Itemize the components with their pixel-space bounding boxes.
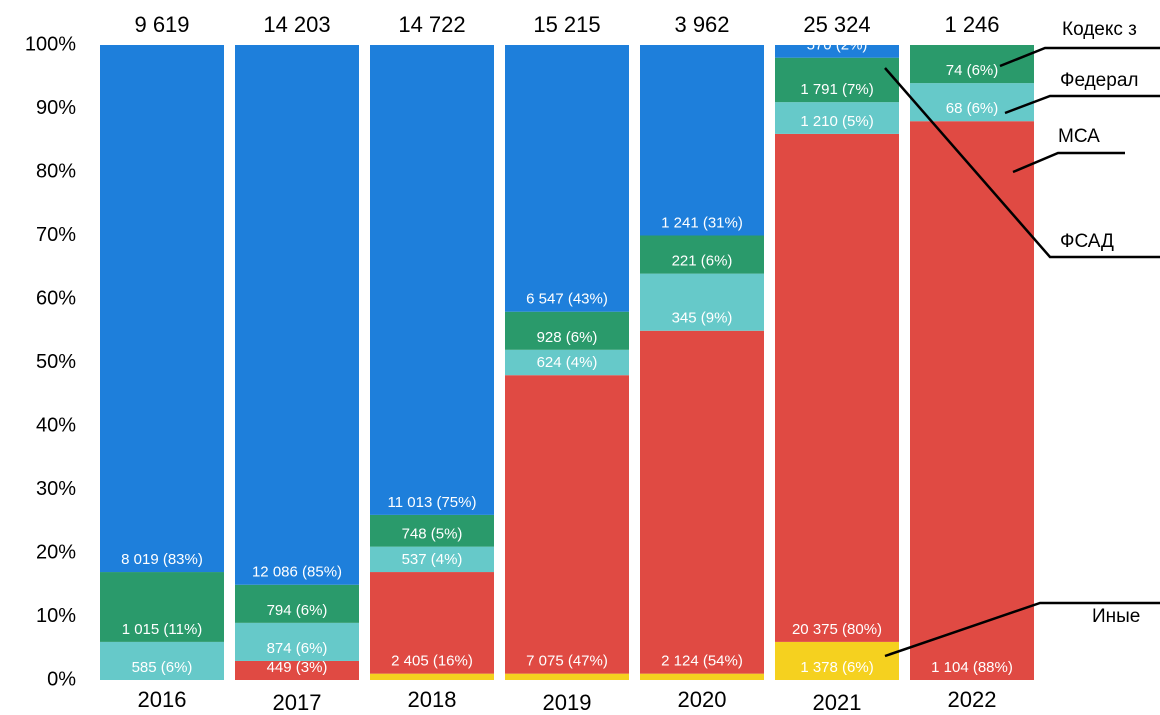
bar-segment: [910, 121, 1034, 680]
data-label: 570 (2%): [807, 37, 868, 54]
data-label: 794 (6%): [267, 602, 328, 619]
bar-segment: [505, 311, 629, 350]
total-label: 14 722: [398, 12, 465, 37]
bar-segment: [370, 572, 494, 674]
y-tick-label: 0%: [47, 668, 76, 690]
bar-segment: [775, 102, 899, 134]
x-tick-label: 2016: [138, 687, 187, 712]
data-label: 537 (4%): [402, 551, 463, 568]
data-label: 874 (6%): [267, 640, 328, 657]
data-label: 1 015 (11%): [122, 621, 203, 638]
data-label: 221 (6%): [672, 253, 733, 270]
data-label: 748 (5%): [402, 526, 463, 543]
bar-segment: [640, 673, 764, 680]
x-tick-label: 2017: [273, 690, 322, 715]
total-label: 25 324: [803, 12, 870, 37]
data-label: 1 241 (31%): [661, 214, 743, 231]
leader-line: [1012, 151, 1125, 174]
total-label: 9 619: [134, 12, 189, 37]
bar-segment: [370, 45, 494, 515]
bar-segment: [370, 546, 494, 573]
bar-segment: [370, 673, 494, 680]
leader-line: [999, 46, 1160, 68]
x-tick-label: 2020: [678, 687, 727, 712]
data-label: 20 375 (80%): [792, 621, 882, 638]
bar-segment: [640, 45, 764, 236]
data-label: 1 104 (88%): [931, 659, 1013, 676]
bar-segment: [775, 133, 899, 642]
bar-segment: [235, 45, 359, 585]
data-label: 1 210 (5%): [800, 113, 873, 130]
data-label: 1 791 (7%): [800, 81, 873, 98]
y-tick-label: 60%: [36, 287, 76, 309]
data-label: 7 075 (47%): [526, 653, 608, 670]
leader-line: [1004, 94, 1160, 115]
y-tick-label: 40%: [36, 414, 76, 436]
y-tick-label: 20%: [36, 541, 76, 563]
data-label: 585 (6%): [132, 659, 193, 676]
leader-line: [884, 601, 1160, 658]
bar-segment: [100, 45, 224, 573]
data-label: 2 124 (54%): [661, 653, 743, 670]
x-tick-label: 2022: [948, 687, 997, 712]
bar-segment: [640, 273, 764, 331]
data-label: 8 019 (83%): [121, 551, 203, 568]
bar-segment: [370, 514, 494, 547]
data-label: 345 (9%): [672, 310, 733, 327]
bar-segment: [910, 45, 1034, 84]
data-label: 6 547 (43%): [526, 291, 608, 308]
data-label: 928 (6%): [537, 329, 598, 346]
bar-segment: [505, 349, 629, 376]
y-tick-label: 10%: [36, 605, 76, 627]
bar-segment: [100, 572, 224, 642]
bar-segment: [235, 622, 359, 661]
data-label: 2 405 (16%): [391, 653, 473, 670]
bar-segment: [505, 673, 629, 680]
legend-label: Кодекс з: [1062, 19, 1137, 40]
total-label: 15 215: [533, 12, 600, 37]
legend-label: Иные: [1092, 606, 1140, 627]
data-label: 12 086 (85%): [252, 564, 342, 581]
y-tick-label: 30%: [36, 478, 76, 500]
leader-line: [884, 67, 1160, 259]
x-tick-label: 2021: [813, 690, 862, 715]
data-label: 449 (3%): [267, 659, 328, 676]
bar-segment: [235, 584, 359, 623]
bar-segment: [775, 45, 899, 58]
y-tick-label: 70%: [36, 224, 76, 246]
bar-segment: [235, 660, 359, 680]
legend-label: Федерал: [1060, 70, 1138, 91]
data-label: 1 378 (6%): [800, 659, 873, 676]
y-tick-label: 50%: [36, 351, 76, 373]
bar-segment: [505, 45, 629, 312]
x-tick-label: 2019: [543, 690, 592, 715]
bar-segment: [640, 235, 764, 274]
bar-segment: [775, 641, 899, 680]
data-label: 11 013 (75%): [388, 494, 477, 511]
data-label: 74 (6%): [946, 62, 999, 79]
total-label: 14 203: [263, 12, 330, 37]
bars: [100, 45, 1034, 680]
total-label: 1 246: [944, 12, 999, 37]
y-tick-label: 80%: [36, 160, 76, 182]
data-label: 68 (6%): [946, 100, 999, 117]
y-tick-label: 100%: [25, 33, 76, 55]
bar-segment: [505, 375, 629, 674]
bar-segment: [910, 83, 1034, 122]
legend-label: ФСАД: [1060, 231, 1114, 252]
total-label: 3 962: [674, 12, 729, 37]
bar-segment: [100, 641, 224, 680]
bar-segment: [640, 330, 764, 674]
data-label: 624 (4%): [537, 354, 598, 371]
bar-segment: [775, 57, 899, 103]
x-tick-label: 2018: [408, 687, 457, 712]
legend-label: МСА: [1058, 126, 1100, 147]
y-tick-label: 90%: [36, 97, 76, 119]
